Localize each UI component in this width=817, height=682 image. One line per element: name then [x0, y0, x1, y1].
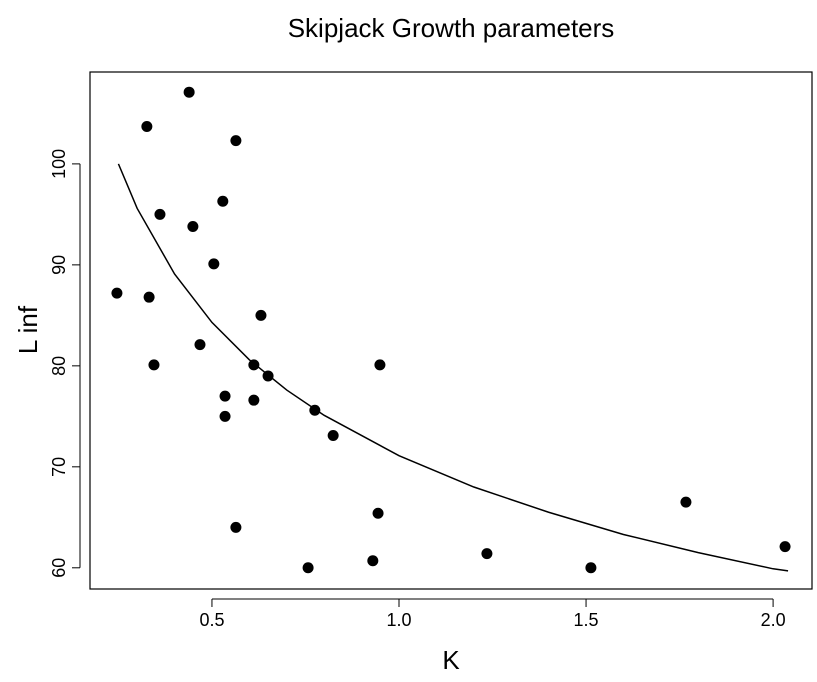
data-point — [217, 195, 229, 207]
data-point — [148, 359, 160, 371]
data-point — [372, 507, 384, 519]
data-point — [230, 135, 242, 147]
x-tick-label: 1.5 — [574, 610, 599, 630]
data-point — [194, 339, 206, 351]
y-tick-label: 100 — [49, 149, 69, 179]
data-point — [779, 541, 791, 553]
data-point — [187, 220, 199, 232]
data-point — [219, 390, 231, 402]
data-point — [230, 521, 242, 533]
data-point — [154, 208, 166, 220]
data-point — [481, 548, 493, 560]
data-point — [262, 370, 274, 382]
data-point — [255, 309, 267, 321]
data-point — [374, 359, 386, 371]
plot-frame — [89, 71, 813, 590]
data-point — [183, 86, 195, 98]
data-point — [219, 410, 231, 422]
data-point — [327, 430, 339, 442]
y-tick-label: 60 — [49, 558, 69, 578]
y-tick-label: 70 — [49, 457, 69, 477]
data-point — [248, 359, 260, 371]
y-tick-label: 90 — [49, 255, 69, 275]
data-point — [309, 404, 321, 416]
data-point — [248, 394, 260, 406]
chart-title: Skipjack Growth parameters — [288, 13, 615, 43]
data-point — [367, 555, 379, 567]
data-point — [680, 496, 692, 508]
data-point — [302, 562, 314, 574]
x-tick-label: 2.0 — [761, 610, 786, 630]
x-tick-label: 1.0 — [386, 610, 411, 630]
fit-curve — [117, 163, 789, 572]
x-tick-label: 0.5 — [199, 610, 224, 630]
x-axis-label: K — [442, 645, 460, 675]
y-axis-label: L inf — [13, 305, 43, 354]
data-point — [585, 562, 597, 574]
data-point — [208, 258, 220, 270]
data-point — [141, 121, 153, 133]
data-point — [143, 291, 155, 303]
y-tick-label: 80 — [49, 356, 69, 376]
data-point — [111, 287, 123, 299]
